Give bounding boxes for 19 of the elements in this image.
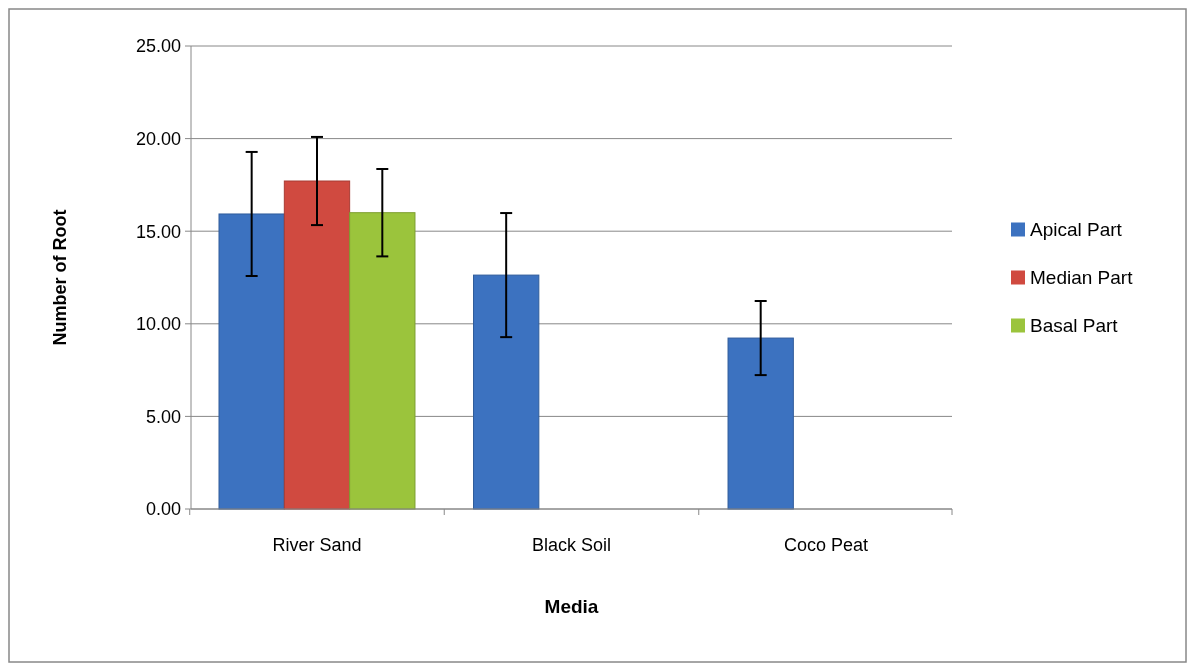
bar (283, 180, 351, 510)
bar (349, 212, 416, 510)
legend-label: Apical Part (1030, 219, 1123, 241)
bar (727, 337, 794, 510)
x-tick-label: River Sand (272, 535, 362, 555)
y-tick-label: 20.00 (135, 128, 181, 149)
y-tick-label: 15.00 (135, 221, 181, 242)
x-tick-label: Coco Peat (783, 535, 869, 555)
y-tick-label: 10.00 (135, 314, 181, 335)
y-tick-label: 0.00 (145, 499, 181, 520)
legend-label: Basal Part (1030, 315, 1119, 337)
legend-label: Median Part (1030, 267, 1134, 289)
y-tick-label: 5.00 (145, 406, 181, 427)
x-axis-title: Media (544, 596, 599, 617)
bar (473, 274, 540, 510)
bar (218, 213, 285, 510)
y-axis-title: Number of Root (50, 209, 70, 346)
x-tick-label: Black Soil (531, 535, 612, 555)
y-tick-label: 25.00 (135, 36, 181, 57)
